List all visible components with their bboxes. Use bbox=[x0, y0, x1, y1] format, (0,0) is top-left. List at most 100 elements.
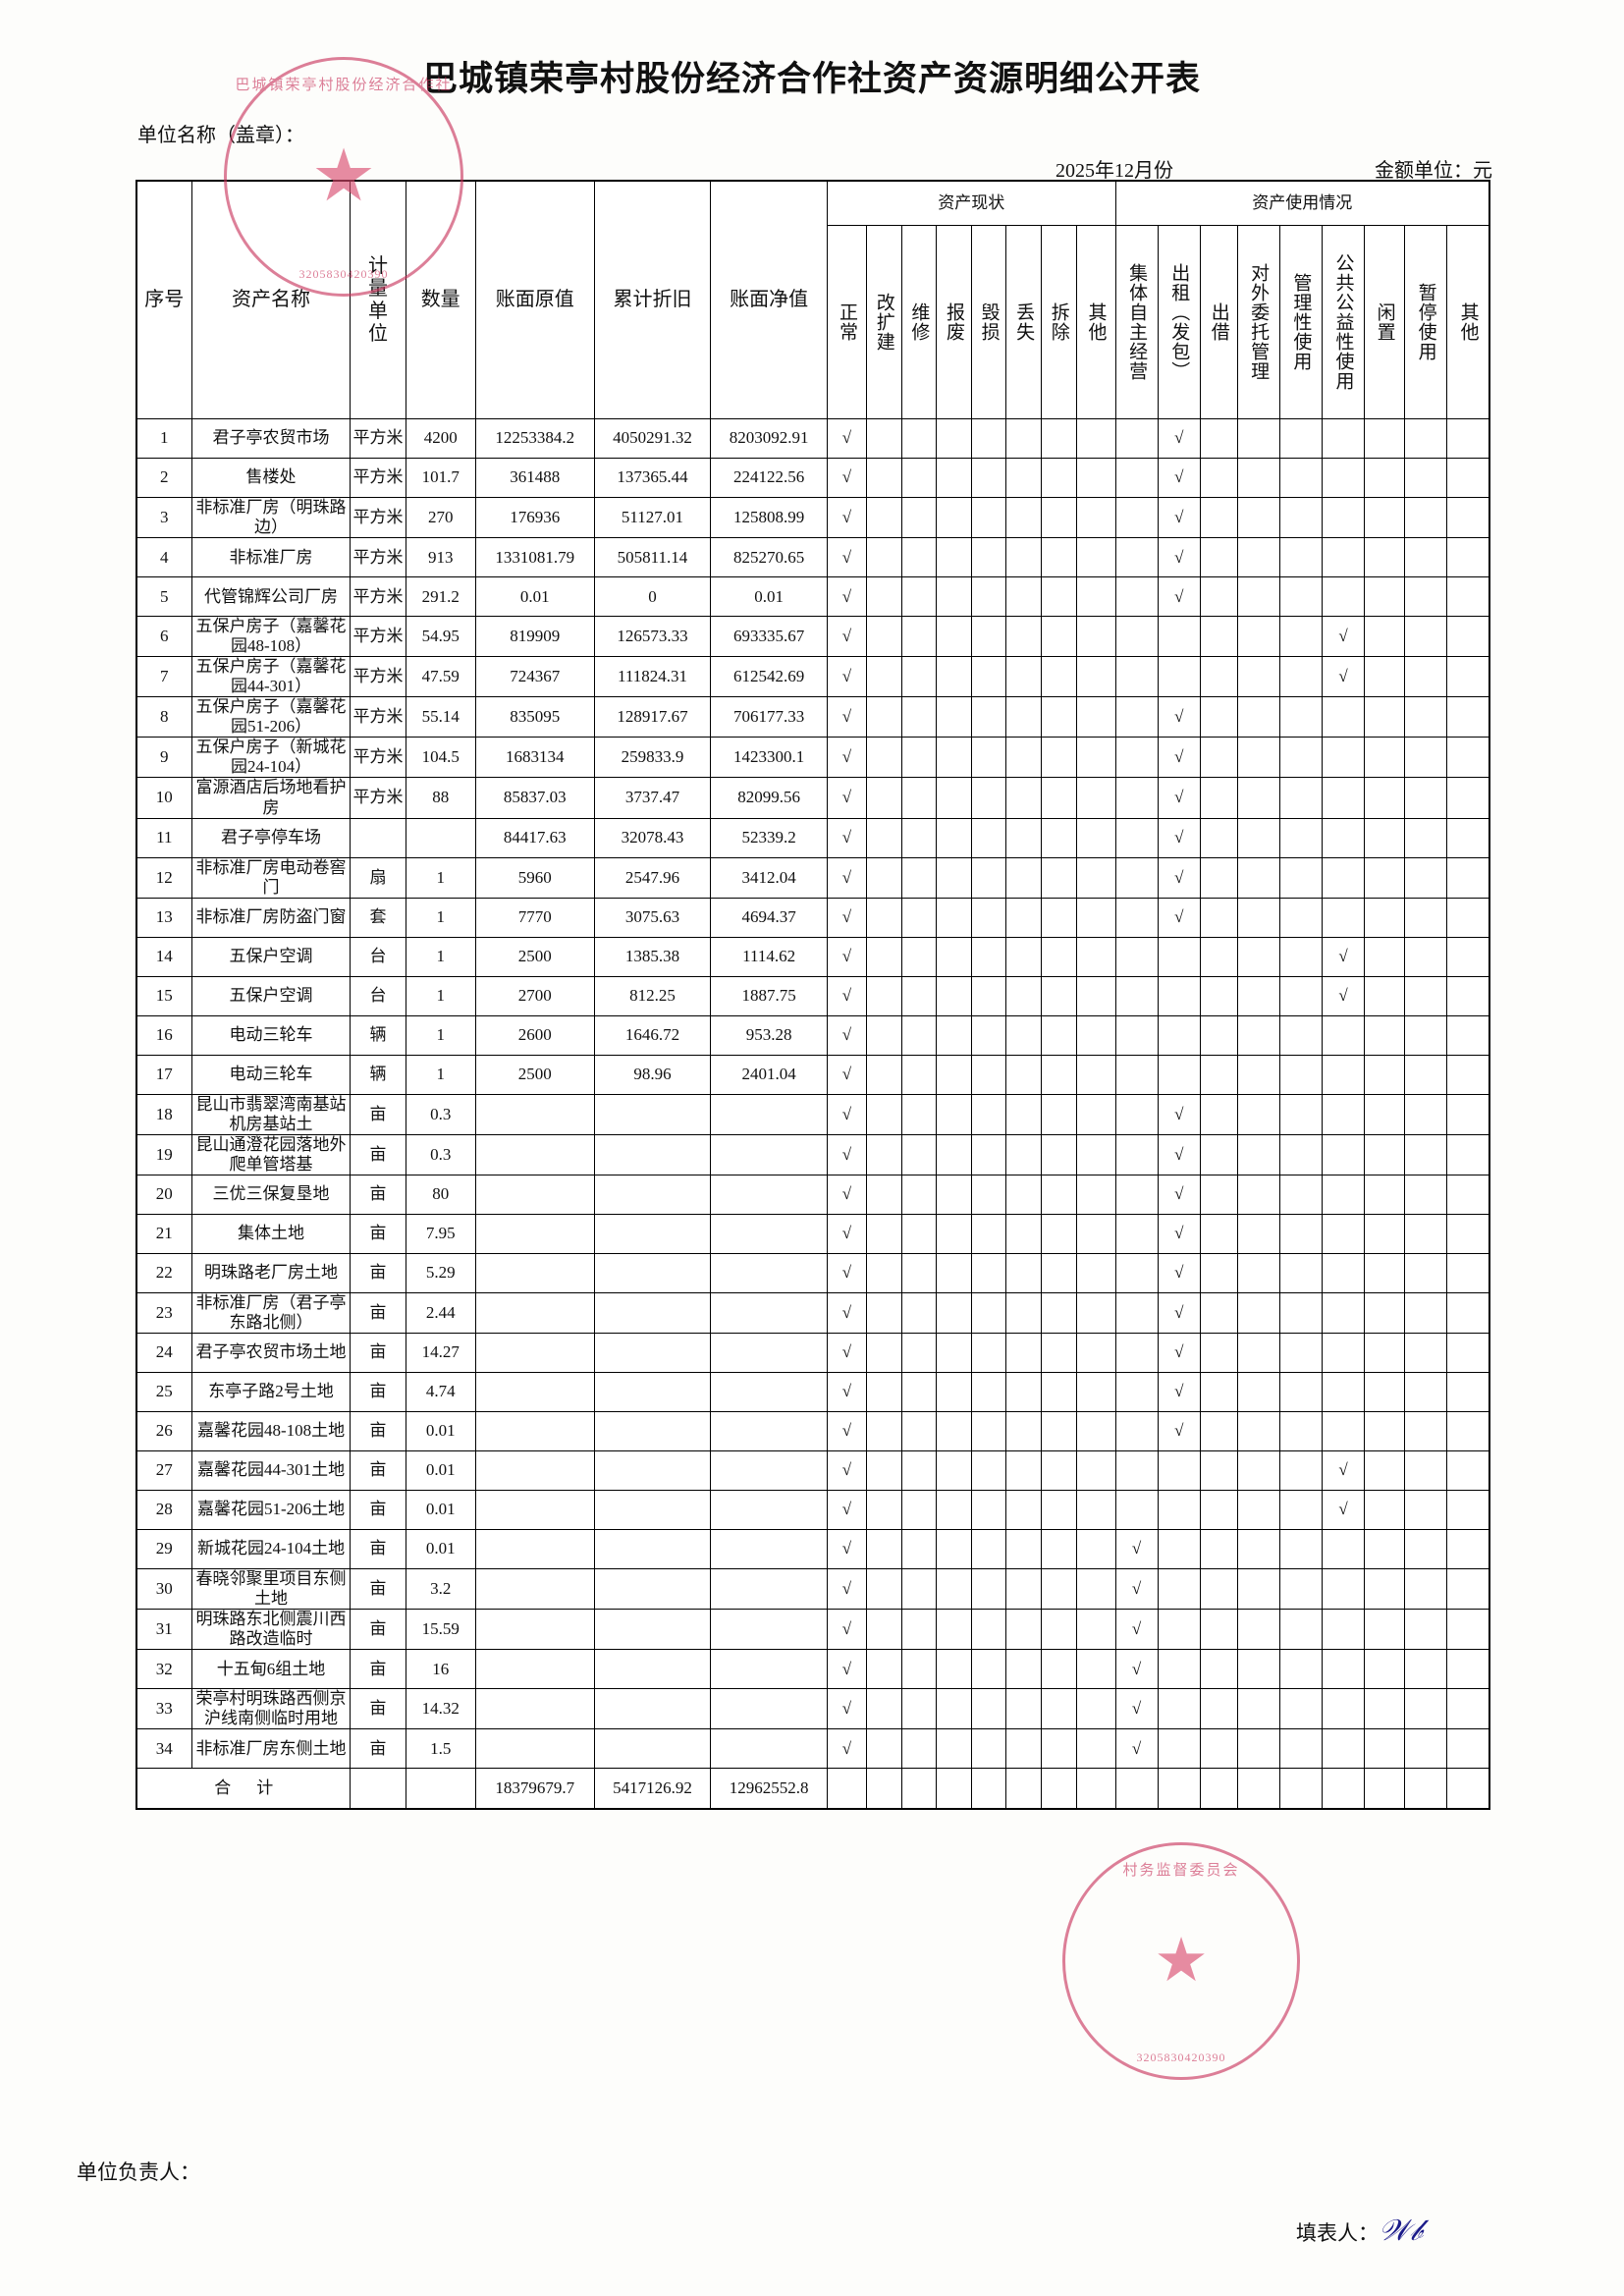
cell-usage-4 bbox=[1279, 419, 1322, 459]
cell-seq: 34 bbox=[136, 1729, 191, 1769]
cell-status-4 bbox=[971, 778, 1006, 818]
cell-usage-0 bbox=[1115, 538, 1158, 577]
cell-usage-6 bbox=[1365, 538, 1405, 577]
cell-status-1 bbox=[866, 976, 901, 1015]
cell-usage-8 bbox=[1447, 1411, 1489, 1450]
cell-status-2 bbox=[901, 1450, 937, 1490]
cell-status-0: √ bbox=[828, 1055, 867, 1094]
cell-usage-4 bbox=[1279, 538, 1322, 577]
cell-status-3 bbox=[937, 818, 972, 857]
cell-original-value: 2500 bbox=[475, 937, 594, 976]
cell-usage-2 bbox=[1200, 1094, 1237, 1134]
cell-status-5 bbox=[1006, 697, 1042, 738]
cell-net-value bbox=[711, 1333, 828, 1372]
cell-status-7 bbox=[1076, 1094, 1115, 1134]
cell-usage-4 bbox=[1279, 1292, 1322, 1333]
cell-usage-4 bbox=[1279, 1333, 1322, 1372]
cell-status-6 bbox=[1041, 1214, 1076, 1253]
cell-status-1 bbox=[866, 538, 901, 577]
cell-usage-4 bbox=[1279, 778, 1322, 818]
cell-usage-1: √ bbox=[1158, 1253, 1200, 1292]
cell-usage-4 bbox=[1279, 1650, 1322, 1689]
cell-quantity bbox=[406, 818, 475, 857]
cell-seq: 23 bbox=[136, 1292, 191, 1333]
cell-usage-0 bbox=[1115, 778, 1158, 818]
cell-usage-8 bbox=[1447, 1055, 1489, 1094]
cell-quantity: 0.01 bbox=[406, 1450, 475, 1490]
cell-status-7 bbox=[1076, 818, 1115, 857]
cell-usage-5 bbox=[1322, 1529, 1364, 1568]
cell-status-6 bbox=[1041, 1015, 1076, 1055]
table-row: 20 三优三保复垦地亩 80 √ √ bbox=[136, 1175, 1489, 1214]
cell-status-1 bbox=[866, 937, 901, 976]
th-status-5: 丢失 bbox=[1006, 226, 1042, 419]
cell-status-5 bbox=[1006, 1134, 1042, 1175]
cell-usage-4 bbox=[1279, 1568, 1322, 1609]
cell-status-0: √ bbox=[828, 1411, 867, 1450]
cell-original-value bbox=[475, 1650, 594, 1689]
cell-net-value: 1423300.1 bbox=[711, 738, 828, 778]
cell-usage-4 bbox=[1279, 617, 1322, 657]
cell-asset-name: 嘉馨花园51-206土地 bbox=[191, 1490, 351, 1529]
cell-status-0: √ bbox=[828, 1450, 867, 1490]
cell-usage-8 bbox=[1447, 1529, 1489, 1568]
cell-quantity: 14.32 bbox=[406, 1689, 475, 1729]
cell-seq: 33 bbox=[136, 1689, 191, 1729]
cell-usage-1: √ bbox=[1158, 1372, 1200, 1411]
th-usage-4: 管理性使用 bbox=[1279, 226, 1322, 419]
cell-usage-3 bbox=[1237, 1055, 1279, 1094]
cell-net-value bbox=[711, 1411, 828, 1450]
cell-original-value bbox=[475, 1175, 594, 1214]
cell-unit: 亩 bbox=[351, 1450, 406, 1490]
cell-quantity: 14.27 bbox=[406, 1333, 475, 1372]
cell-status-3 bbox=[937, 1292, 972, 1333]
cell-status-3 bbox=[937, 1372, 972, 1411]
cell-accumulated-depreciation: 32078.43 bbox=[594, 818, 711, 857]
cell-usage-8 bbox=[1447, 937, 1489, 976]
cell-status-0: √ bbox=[828, 1650, 867, 1689]
cell-usage-5 bbox=[1322, 1253, 1364, 1292]
cell-usage-6 bbox=[1365, 1015, 1405, 1055]
cell-status-7 bbox=[1076, 1411, 1115, 1450]
cell-usage-2 bbox=[1200, 976, 1237, 1015]
cell-usage-6 bbox=[1365, 976, 1405, 1015]
total-accumulated-depreciation: 5417126.92 bbox=[594, 1769, 711, 1810]
cell-quantity: 3.2 bbox=[406, 1568, 475, 1609]
cell-usage-2 bbox=[1200, 1333, 1237, 1372]
cell-seq: 2 bbox=[136, 459, 191, 498]
cell-net-value bbox=[711, 1175, 828, 1214]
document-footer: 单位负责人：𝒡𝒽 填表人：𝒲𝒷 bbox=[0, 2153, 1624, 2270]
cell-status-2 bbox=[901, 898, 937, 937]
cell-seq: 17 bbox=[136, 1055, 191, 1094]
cell-status-4 bbox=[971, 1055, 1006, 1094]
cell-net-value: 953.28 bbox=[711, 1015, 828, 1055]
cell-accumulated-depreciation: 0 bbox=[594, 577, 711, 617]
table-row: 17 电动三轮车辆 1 2500 98.96 2401.04 √ bbox=[136, 1055, 1489, 1094]
cell-usage-8 bbox=[1447, 1729, 1489, 1769]
cell-usage-3 bbox=[1237, 1490, 1279, 1529]
cell-status-4 bbox=[971, 1175, 1006, 1214]
cell-asset-name: 集体土地 bbox=[191, 1214, 351, 1253]
cell-usage-2 bbox=[1200, 1372, 1237, 1411]
cell-usage-3 bbox=[1237, 898, 1279, 937]
cell-status-0: √ bbox=[828, 1729, 867, 1769]
cell-status-6 bbox=[1041, 538, 1076, 577]
cell-unit: 平方米 bbox=[351, 577, 406, 617]
cell-accumulated-depreciation bbox=[594, 1411, 711, 1450]
cell-original-value bbox=[475, 1610, 594, 1650]
cell-status-6 bbox=[1041, 937, 1076, 976]
cell-usage-6 bbox=[1365, 1175, 1405, 1214]
table-row: 4 非标准厂房 平方米 913 1331081.79 505811.14 825270.65… bbox=[136, 538, 1489, 577]
official-seal-top: 巴城镇荣亭村股份经济合作社 ★ 3205830420390 bbox=[224, 57, 463, 297]
cell-status-2 bbox=[901, 697, 937, 738]
cell-usage-6 bbox=[1365, 1214, 1405, 1253]
cell-usage-5 bbox=[1322, 459, 1364, 498]
cell-usage-3 bbox=[1237, 459, 1279, 498]
cell-quantity: 0.01 bbox=[406, 1529, 475, 1568]
cell-status-4 bbox=[971, 1253, 1006, 1292]
cell-usage-4 bbox=[1279, 898, 1322, 937]
cell-usage-6 bbox=[1365, 818, 1405, 857]
cell-status-4 bbox=[971, 697, 1006, 738]
cell-net-value: 8203092.91 bbox=[711, 419, 828, 459]
cell-net-value: 706177.33 bbox=[711, 697, 828, 738]
